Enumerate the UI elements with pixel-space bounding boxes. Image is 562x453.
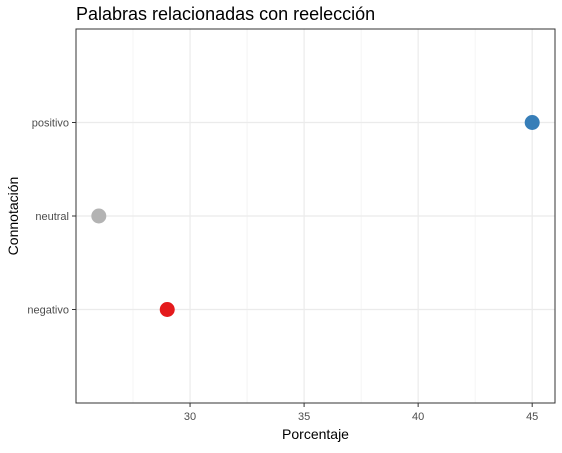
x-axis-label: Porcentaje — [282, 426, 349, 442]
x-axis: 30 35 40 45 — [184, 403, 538, 423]
x-tick-label: 40 — [412, 411, 424, 423]
major-gridlines — [76, 29, 555, 403]
y-axis: negativo neutral positivo — [27, 118, 76, 317]
y-tick-label: negativo — [27, 305, 69, 317]
data-point-negativo — [159, 302, 175, 317]
y-tick-label: positivo — [32, 118, 69, 130]
data-point-positivo — [524, 115, 540, 130]
data-point-neutral — [91, 208, 107, 224]
y-tick-label: neutral — [35, 211, 69, 223]
x-tick-label: 30 — [184, 411, 196, 423]
y-axis-label: Connotación — [5, 177, 21, 256]
chart-title: Palabras relacionadas con reelección — [76, 4, 375, 24]
x-tick-label: 45 — [526, 411, 538, 423]
data-points — [91, 115, 540, 317]
x-tick-label: 35 — [298, 411, 310, 423]
